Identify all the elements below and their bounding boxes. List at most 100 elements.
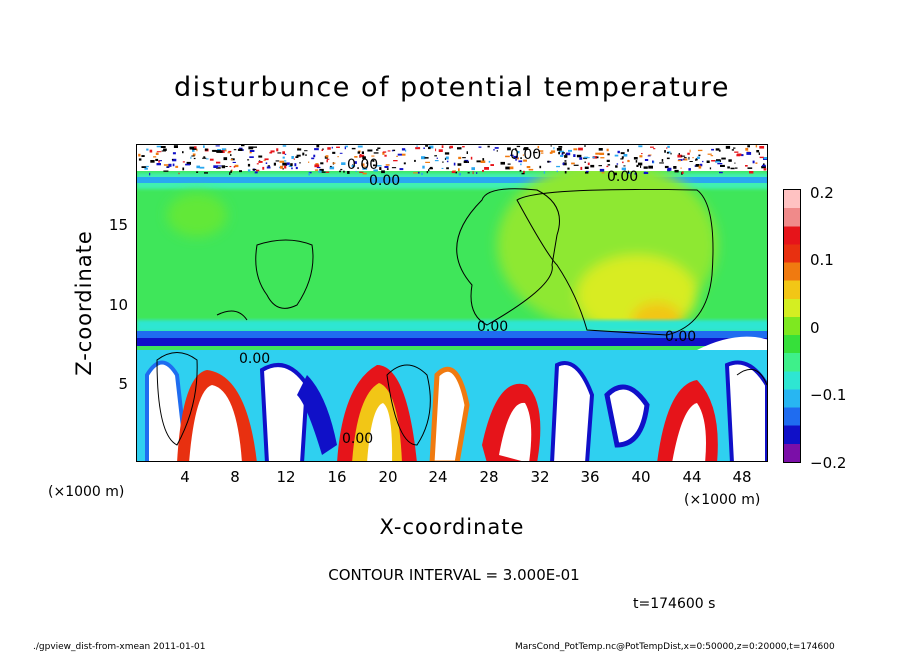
contour-label: 0.00	[665, 329, 696, 345]
noise-mark	[677, 154, 683, 158]
noise-mark	[688, 156, 690, 160]
noise-mark	[282, 162, 287, 166]
noise-mark	[607, 164, 611, 166]
noise-mark	[509, 166, 514, 170]
noise-mark	[316, 166, 321, 169]
noise-mark	[692, 157, 694, 159]
noise-mark	[153, 156, 157, 158]
noise-mark	[550, 150, 556, 153]
noise-mark	[648, 154, 652, 156]
noise-mark	[561, 152, 564, 156]
noise-mark	[458, 172, 461, 176]
noise-mark	[728, 159, 732, 162]
noise-mark	[290, 163, 293, 167]
noise-mark	[258, 161, 263, 163]
noise-mark	[318, 170, 322, 173]
noise-mark	[689, 149, 691, 153]
noise-mark	[762, 164, 766, 167]
contour-label: 0.00	[477, 319, 508, 335]
noise-mark	[647, 155, 651, 157]
noise-mark	[758, 152, 760, 155]
noise-mark	[424, 157, 429, 159]
noise-mark	[664, 150, 666, 153]
noise-mark	[752, 160, 755, 164]
noise-mark	[587, 162, 590, 166]
noise-mark	[293, 158, 295, 160]
noise-mark	[484, 167, 489, 170]
noise-mark	[638, 145, 643, 148]
noise-mark	[415, 147, 421, 150]
noise-mark	[622, 161, 624, 164]
noise-mark	[216, 167, 221, 169]
noise-mark	[606, 165, 609, 168]
noise-mark	[442, 161, 444, 163]
noise-mark	[734, 151, 739, 153]
noise-mark	[519, 169, 522, 172]
noise-mark	[573, 154, 576, 157]
x-unit-label-left: (×1000 m)	[48, 484, 125, 500]
noise-mark	[237, 149, 241, 151]
noise-mark	[719, 159, 721, 163]
contour-label: 0.00	[510, 147, 541, 163]
noise-mark	[337, 156, 339, 158]
noise-mark	[756, 150, 760, 153]
noise-mark	[247, 159, 250, 161]
noise-mark	[579, 157, 583, 160]
noise-mark	[156, 151, 162, 153]
noise-mark	[759, 146, 765, 149]
noise-mark	[330, 165, 332, 168]
noise-mark	[457, 163, 462, 166]
noise-mark	[205, 158, 209, 160]
noise-mark	[567, 167, 570, 170]
noise-mark	[190, 156, 192, 159]
noise-mark	[150, 160, 155, 163]
noise-mark	[560, 154, 564, 157]
noise-mark	[163, 148, 167, 151]
noise-mark	[695, 158, 697, 161]
noise-mark	[217, 149, 221, 152]
noise-mark	[709, 167, 712, 170]
noise-mark	[763, 163, 765, 166]
noise-mark	[141, 155, 145, 157]
noise-mark	[482, 169, 484, 172]
noise-mark	[233, 149, 237, 151]
noise-mark	[192, 149, 195, 152]
noise-mark	[541, 152, 544, 154]
noise-mark	[405, 149, 407, 152]
noise-mark	[558, 151, 560, 155]
noise-mark	[362, 167, 368, 170]
noise-mark	[466, 151, 468, 154]
noise-mark	[470, 156, 473, 160]
noise-mark	[600, 157, 605, 159]
noise-mark	[573, 164, 579, 166]
contour-label: 0.00	[347, 157, 378, 173]
noise-mark	[650, 146, 654, 148]
noise-mark	[417, 171, 420, 174]
noise-mark	[725, 145, 731, 149]
noise-mark	[391, 150, 394, 152]
noise-mark	[230, 158, 233, 161]
noise-mark	[680, 155, 686, 157]
noise-mark	[241, 145, 245, 147]
noise-mark	[462, 157, 466, 159]
noise-mark	[599, 152, 605, 155]
noise-mark	[522, 154, 524, 156]
x-tick-label: 32	[530, 468, 550, 486]
noise-mark	[288, 165, 293, 167]
noise-mark	[391, 167, 397, 169]
noise-mark	[711, 160, 716, 162]
noise-mark	[616, 163, 619, 165]
noise-mark	[221, 165, 226, 169]
noise-mark	[584, 166, 589, 169]
noise-mark	[329, 166, 335, 170]
contour-label: 0.00	[607, 169, 638, 185]
noise-mark	[438, 149, 443, 152]
noise-mark	[683, 158, 688, 161]
noise-mark	[263, 159, 266, 161]
noise-mark	[299, 162, 301, 164]
noise-mark	[596, 156, 599, 159]
noise-mark	[315, 163, 319, 165]
noise-mark	[284, 153, 287, 155]
noise-mark	[321, 149, 324, 151]
noise-mark	[640, 165, 642, 168]
